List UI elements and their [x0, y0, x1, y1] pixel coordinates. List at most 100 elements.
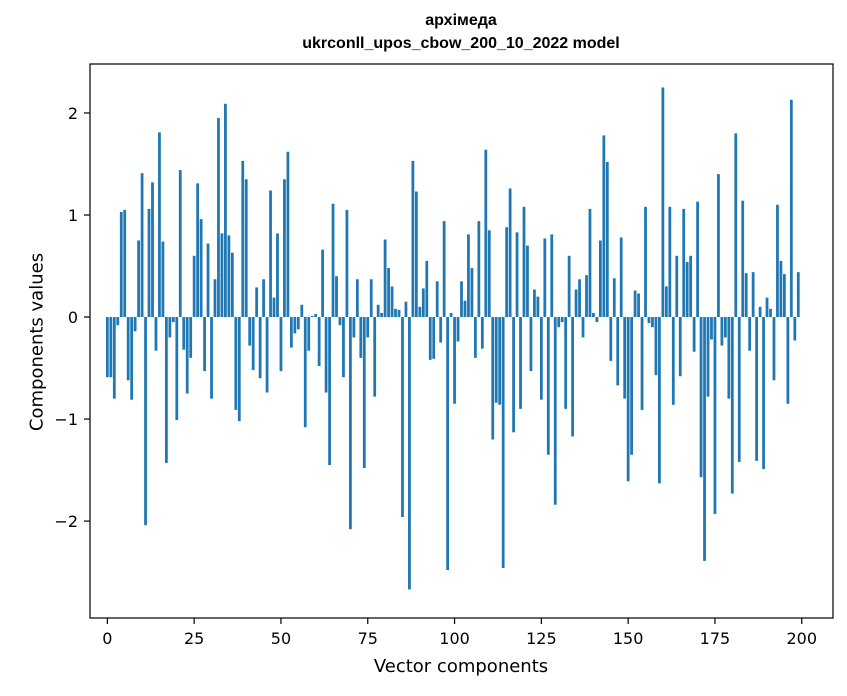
bar-88: [411, 160, 415, 318]
bar-187: [755, 317, 759, 461]
bar-178: [723, 317, 727, 338]
bar-73: [359, 317, 363, 358]
bar-50: [279, 317, 283, 372]
bar-127: [546, 317, 550, 455]
bar-77: [373, 317, 377, 397]
bar-156: [647, 317, 651, 324]
bar-172: [703, 317, 706, 561]
bar-81: [387, 268, 390, 318]
bar-98: [446, 317, 450, 571]
bar-54: [293, 317, 297, 334]
bar-167: [685, 261, 689, 318]
bar-107: [477, 221, 481, 318]
bar-173: [706, 317, 710, 397]
bar-194: [779, 260, 783, 318]
bar-144: [605, 161, 609, 318]
bar-121: [526, 245, 529, 318]
bar-62: [321, 249, 325, 318]
bar-87: [408, 317, 411, 590]
bar-58: [307, 317, 311, 351]
bar-11: [144, 317, 147, 526]
bar-97: [442, 221, 446, 318]
bar-57: [303, 317, 307, 428]
bar-130: [557, 317, 561, 328]
bar-145: [609, 317, 613, 361]
bar-147: [616, 317, 620, 386]
bar-174: [710, 317, 713, 340]
bar-84: [397, 309, 401, 318]
bar-158: [654, 317, 658, 376]
bar-37: [234, 317, 238, 410]
bar-72: [355, 279, 359, 318]
bar-196: [786, 317, 790, 404]
bar-12: [147, 208, 151, 318]
bar-120: [522, 206, 526, 318]
bar-117: [512, 317, 515, 433]
bar-24: [189, 317, 193, 358]
bar-166: [682, 208, 686, 318]
bar-29: [206, 243, 210, 318]
bar-134: [571, 317, 574, 437]
bar-22: [182, 317, 186, 350]
bar-32: [217, 118, 220, 318]
bar-71: [352, 317, 356, 338]
bar-2: [112, 317, 116, 399]
y-tick-label: −2: [54, 512, 78, 531]
chart-subtitle: ukrconll_upos_cbow_200_10_2022 model: [302, 35, 620, 52]
bar-122: [529, 317, 533, 372]
bar-38: [237, 317, 241, 422]
bar-119: [519, 317, 522, 409]
bar-26: [196, 183, 200, 318]
plot-frame: [89, 63, 834, 619]
bar-1: [109, 317, 113, 378]
x-tick-label: 175: [700, 629, 731, 648]
bar-55: [296, 317, 300, 330]
bar-51: [283, 179, 286, 318]
bar-53: [289, 317, 293, 348]
bar-168: [689, 255, 693, 318]
bar-41: [248, 317, 252, 346]
bar-185: [748, 317, 752, 351]
bar-154: [640, 317, 644, 410]
bar-110: [487, 230, 491, 318]
x-tick-label: 50: [271, 629, 291, 648]
bar-136: [578, 279, 581, 318]
x-tick-label: 125: [526, 629, 557, 648]
bar-191: [769, 308, 772, 318]
chart-title: архімеда: [425, 12, 497, 29]
bar-105: [470, 268, 474, 318]
bar-60: [314, 313, 318, 318]
bar-115: [505, 227, 509, 318]
bar-9: [137, 240, 140, 318]
bar-19: [171, 317, 175, 323]
bar-35: [227, 235, 231, 318]
bar-85: [401, 317, 404, 517]
bar-100: [453, 317, 456, 404]
bar-150: [626, 317, 630, 482]
bar-43: [255, 287, 259, 318]
bar-91: [421, 288, 425, 318]
y-axis-label: Components values: [26, 252, 48, 432]
bar-133: [567, 255, 571, 318]
bar-135: [574, 289, 578, 318]
bar-111: [491, 317, 495, 440]
bar-164: [675, 255, 679, 318]
bar-123: [533, 289, 536, 318]
bar-49: [276, 233, 279, 318]
bar-197: [789, 99, 793, 318]
bar-137: [581, 317, 585, 338]
bar-143: [602, 135, 606, 318]
bar-152: [633, 290, 637, 318]
x-tick-label: 25: [184, 629, 204, 648]
bar-3: [116, 317, 120, 326]
bar-7: [130, 317, 134, 400]
bar-0: [105, 317, 109, 378]
bar-198: [793, 317, 797, 341]
bar-95: [435, 281, 439, 318]
bar-141: [595, 317, 599, 323]
bar-177: [720, 317, 724, 346]
bar-64: [328, 317, 331, 465]
bar-70: [349, 317, 352, 530]
x-tick-label: 0: [102, 629, 112, 648]
